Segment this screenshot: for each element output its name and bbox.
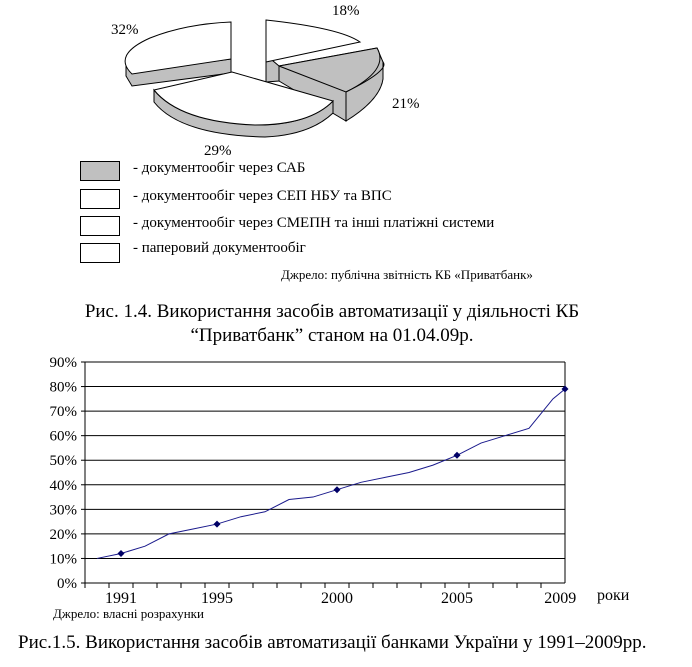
y-tick-label: 90% xyxy=(50,355,78,371)
figure1-caption-line1: Рис. 1.4. Використання засобів автоматиз… xyxy=(84,301,580,322)
y-tick-label: 0% xyxy=(57,576,77,592)
legend-label: - паперовий документообіг xyxy=(133,240,306,256)
figure2-caption: Рис.1.5. Використання засобів автоматиза… xyxy=(18,632,647,653)
data-point-marker xyxy=(333,486,341,494)
x-tick-label: 2000 xyxy=(321,590,353,607)
line-chart: 0% 10% 20% 30% 40% 50% 60% 70% 80% 90% 1991 1995 20… xyxy=(50,355,577,607)
pie-label-29: 29% xyxy=(204,143,232,159)
x-axis-ticks: 1991 1995 2000 2005 2009 xyxy=(84,583,576,607)
x-tick-label: 2005 xyxy=(441,590,473,607)
pie-label-18: 18% xyxy=(332,3,360,19)
x-tick-label: 2009 xyxy=(544,590,576,607)
pie-source-note: Джрело: публічна звітність КБ «Приватбан… xyxy=(281,267,533,282)
x-tick-label: 1995 xyxy=(201,590,233,607)
legend-swatch xyxy=(80,216,120,236)
pie-chart xyxy=(124,19,385,138)
x-tick-label: 1991 xyxy=(105,590,137,607)
pie-label-21: 21% xyxy=(392,96,420,112)
pie-slice-29 xyxy=(153,71,334,138)
y-tick-label: 80% xyxy=(50,380,78,396)
x-axis-unit: роки xyxy=(597,587,630,604)
legend-label: - документообіг через САБ xyxy=(133,160,306,176)
y-tick-label: 30% xyxy=(50,502,78,518)
pie-label-32: 32% xyxy=(111,22,139,38)
y-tick-label: 70% xyxy=(50,404,78,420)
y-tick-label: 60% xyxy=(50,429,78,445)
series-markers xyxy=(117,385,569,558)
y-tick-label: 50% xyxy=(50,453,78,469)
legend-label: - документообіг через СМЕПН та інші плат… xyxy=(133,215,495,231)
data-point-marker xyxy=(117,550,125,558)
series-line xyxy=(96,388,566,559)
grid-lines xyxy=(81,361,566,584)
figure1-caption-line2: “Приватбанк” станом на 01.04.09р. xyxy=(190,325,474,346)
legend-swatch xyxy=(80,243,120,263)
data-point-marker xyxy=(213,520,221,528)
pie-slice-18 xyxy=(265,19,362,83)
y-tick-label: 20% xyxy=(50,527,78,543)
data-point-marker xyxy=(453,451,461,459)
legend-swatch xyxy=(80,161,120,181)
y-tick-label: 40% xyxy=(50,478,78,494)
y-tick-label: 10% xyxy=(50,551,78,567)
data-point-marker xyxy=(561,385,569,393)
line-source-note: Джрело: власні розрахунки xyxy=(53,606,204,621)
legend-label: - документообіг через СЕП НБУ та ВПС xyxy=(133,188,392,204)
pie-slice-21 xyxy=(277,47,385,122)
y-axis-ticks: 0% 10% 20% 30% 40% 50% 60% 70% 80% 90% xyxy=(50,355,78,592)
legend-swatch xyxy=(80,189,120,209)
